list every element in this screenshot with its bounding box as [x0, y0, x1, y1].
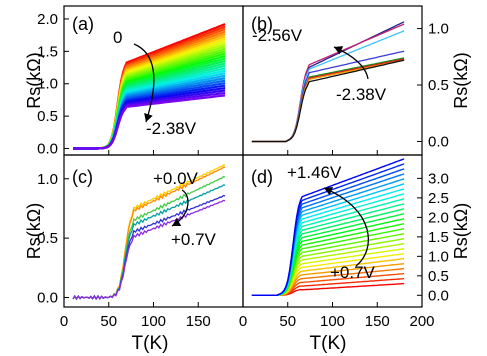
series-line	[73, 94, 226, 150]
annotation-arrow	[133, 43, 155, 123]
y-axis-label: Rs(kΩ)	[24, 203, 44, 259]
y-ticks-d: 0.0 0.5 1.0 1.5 2.0 2.5 3.0	[417, 170, 449, 304]
panel-b: 0.0 0.5 1.0Rs(kΩ) (b)-2.56V -2.38V	[242, 5, 471, 156]
arrow-head	[324, 186, 334, 196]
annotation-label: -2.56V	[252, 26, 303, 45]
arrow-head	[334, 46, 344, 55]
annotation-arrow	[333, 46, 369, 80]
y-tick-label: 1.0	[37, 76, 58, 93]
x-tick-label: 50	[100, 313, 117, 330]
y-tick-label: 0.0	[37, 290, 58, 307]
arrow-curve	[323, 187, 369, 267]
series-line	[251, 203, 405, 296]
annotation-arrow	[171, 189, 189, 227]
y-tick-label: 2.0	[428, 209, 449, 226]
x-tick-label: 0	[60, 313, 68, 330]
y-tick-label: 0.5	[37, 230, 58, 247]
series-line	[251, 59, 405, 143]
y-tick-label: 3.0	[428, 170, 449, 187]
y-axis-label: Rs(kΩ)	[451, 203, 471, 259]
panel-tag: (b)	[251, 14, 273, 34]
annotation-label: -2.38V	[336, 85, 387, 104]
x-axis-label-right: T(K)	[310, 333, 347, 354]
y-tick-label: 0.5	[37, 108, 58, 125]
panel-d: 0.0 0.5 1.0 1.5 2.0 2.5 3.0 0 50 100 150 200 Rs(kΩ) (…	[239, 154, 471, 330]
series-line	[251, 158, 405, 296]
annotation-arrow	[323, 186, 369, 267]
x-tick-label: 100	[141, 313, 166, 330]
series-line	[251, 282, 405, 296]
y-tick-label: 0.0	[37, 141, 58, 158]
y-axis-label: Rs(kΩ)	[451, 52, 471, 108]
x-ticks-c: 0 50 100 150	[60, 302, 244, 330]
series-line	[72, 199, 226, 301]
y-tick-label: 1.0	[428, 248, 449, 265]
panel-c: 0.0 0.5 1.0 0 50 100 150 Rs(kΩ) (c) +0.0V +0.7V	[24, 154, 244, 330]
y-tick-label: 2.0	[37, 11, 58, 28]
y-tick-label: 0.0	[428, 287, 449, 304]
panel-tag: (c)	[72, 167, 93, 187]
arrow-head	[144, 113, 153, 122]
y-tick-label: 1.0	[37, 171, 58, 188]
y-tick-label: 1.0	[428, 21, 449, 38]
y-ticks-b: 0.0 0.5 1.0	[417, 21, 449, 150]
panel-a: 0.0 0.5 1.0 1.5 2.0 Rs(kΩ) (a) 0 -2.38V	[24, 5, 244, 158]
annotation-label: +1.46V	[287, 163, 342, 182]
x-ticks-b	[242, 150, 423, 155]
x-tick-label: 50	[279, 313, 296, 330]
annotation-label: +0.7V	[171, 230, 217, 249]
arrow-curve	[133, 43, 155, 123]
y-tick-label: 0.5	[428, 77, 449, 94]
y-tick-label: 1.5	[37, 43, 58, 60]
x-tick-label: 0	[239, 313, 247, 330]
annotation-label: -2.38V	[146, 119, 197, 138]
x-tick-label: 100	[320, 313, 345, 330]
y-tick-label: 1.5	[428, 229, 449, 246]
x-ticks-d: 0 50 100 150 200	[239, 302, 435, 330]
y-axis-label: Rs(kΩ)	[24, 52, 44, 108]
x-tick-label: 150	[365, 313, 390, 330]
x-ticks-a	[63, 150, 244, 155]
x-axis-label-left: T(K)	[132, 333, 169, 354]
series-line	[251, 213, 405, 296]
panel-tag: (d)	[251, 167, 273, 187]
y-tick-label: 0.5	[428, 268, 449, 285]
y-tick-label: 2.5	[428, 190, 449, 207]
x-tick-label: 200	[409, 313, 434, 330]
annotation-label: 0	[113, 28, 122, 47]
x-tick-label: 150	[186, 313, 211, 330]
annotation-label: +0.7V	[330, 263, 376, 282]
curves-a	[73, 23, 226, 150]
y-ticks-c: 0.0 0.5 1.0	[37, 171, 69, 307]
y-ticks-a: 0.0 0.5 1.0 1.5 2.0	[37, 11, 69, 158]
curves-b	[251, 21, 405, 143]
panel-tag: (a)	[72, 14, 94, 34]
y-tick-label: 0.0	[428, 133, 449, 150]
arrow-head	[172, 218, 182, 227]
series-line	[251, 277, 405, 296]
curves-c	[72, 164, 226, 301]
annotation-label: +0.0V	[153, 169, 199, 188]
series-line	[251, 178, 405, 296]
curves-d	[251, 158, 405, 296]
